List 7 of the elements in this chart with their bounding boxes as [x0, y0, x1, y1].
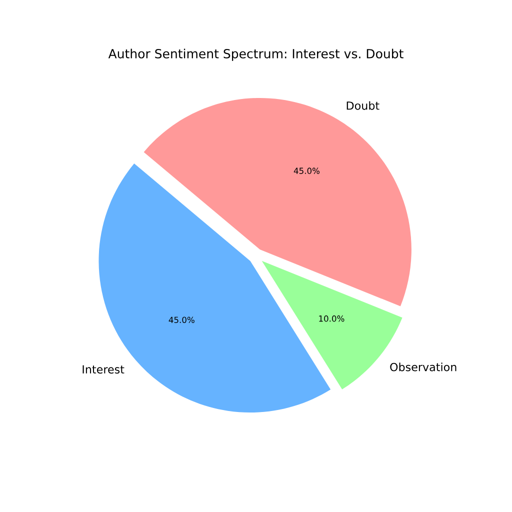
slice-label: Interest: [82, 365, 124, 374]
data-label: 10.0%: [319, 315, 344, 322]
data-label: 45.0%: [168, 316, 194, 324]
data-label: 45.0%: [294, 168, 320, 174]
chart-title: Author Sentiment Spectrum: Interest vs. Doubt: [108, 48, 404, 61]
slice-label: Observation: [390, 362, 456, 372]
slice-label: Doubt: [346, 101, 380, 110]
